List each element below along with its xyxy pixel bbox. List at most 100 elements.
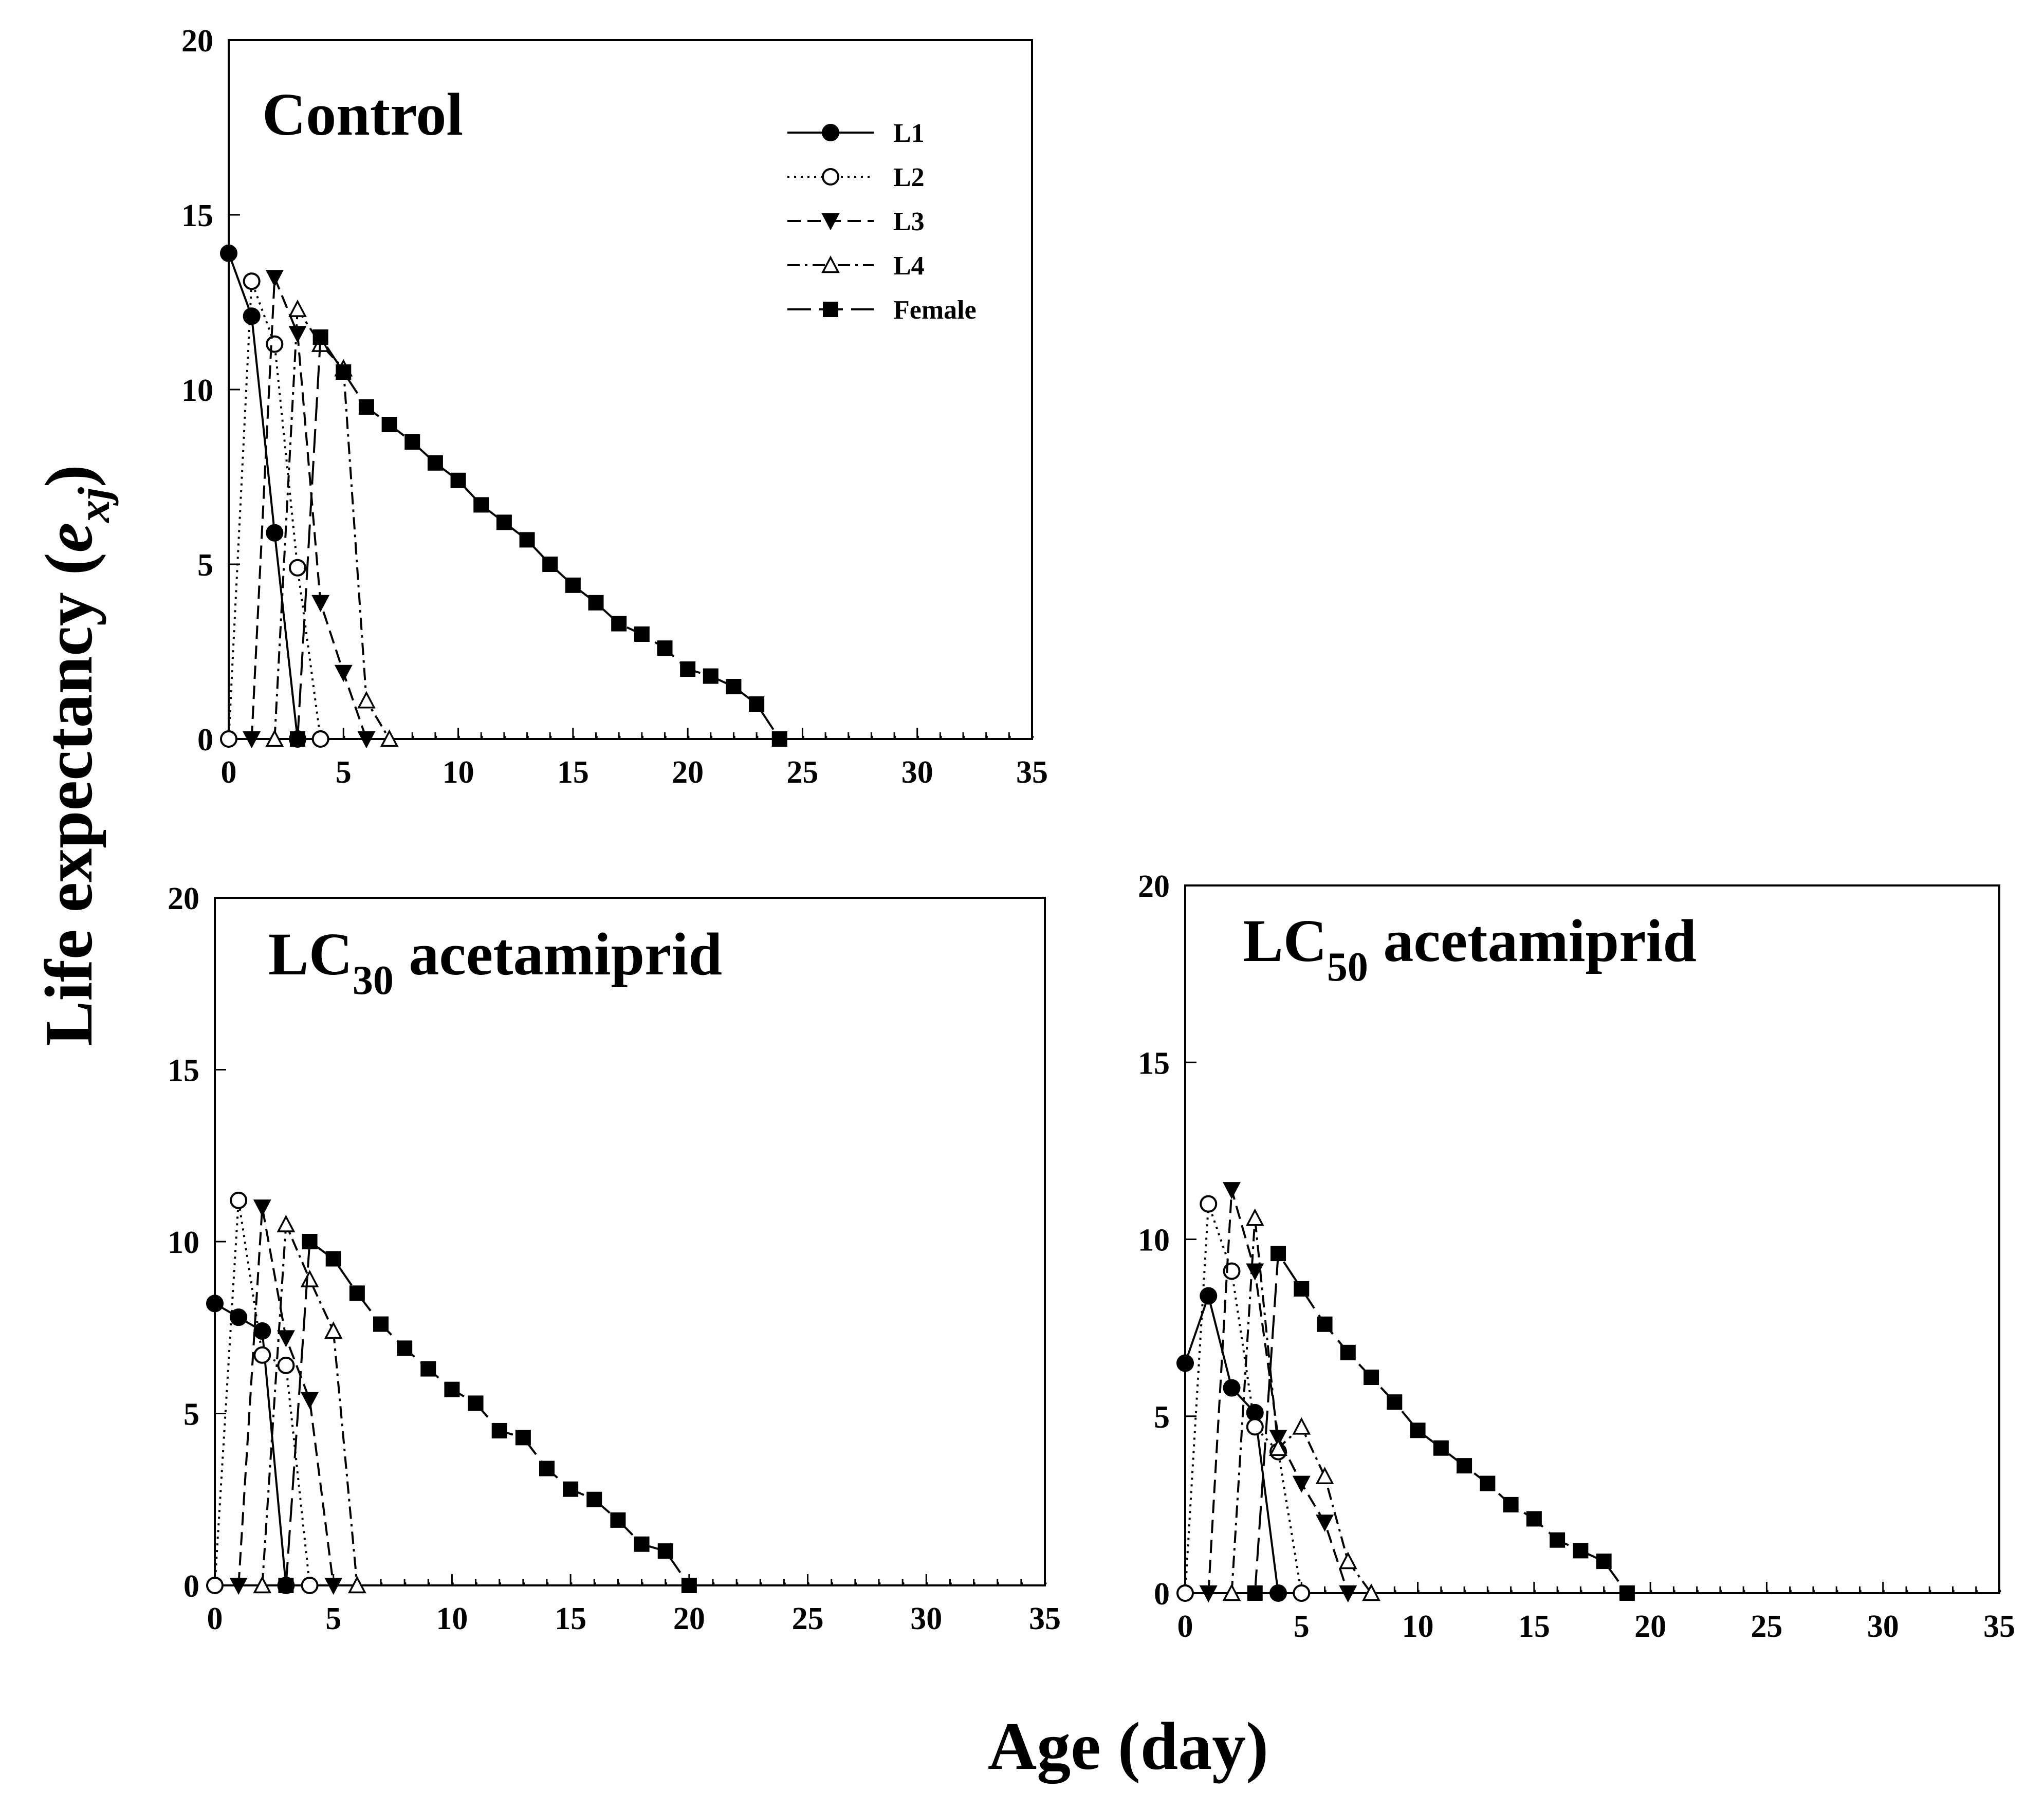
data-point <box>1503 1497 1519 1512</box>
baseline-dot <box>973 1582 976 1585</box>
y-tick-label: 5 <box>183 1397 199 1432</box>
x-tick-label: 15 <box>1518 1609 1550 1644</box>
data-point <box>515 1430 531 1446</box>
baseline-dot <box>1951 1590 1955 1593</box>
y-tick-label: 0 <box>183 1569 199 1604</box>
baseline-dot <box>1882 1590 1885 1593</box>
data-point <box>611 616 627 632</box>
baseline-dot <box>962 735 965 738</box>
series-l3 <box>243 270 376 749</box>
data-point <box>657 1543 673 1559</box>
baseline-dot <box>1719 1590 1722 1593</box>
data-point <box>397 1340 413 1356</box>
baseline-dot <box>801 735 804 738</box>
baseline-dot <box>1696 1590 1699 1593</box>
data-point <box>334 664 353 682</box>
data-point <box>1176 1584 1194 1602</box>
series-l3 <box>1199 1182 1357 1603</box>
baseline-dot <box>475 1582 478 1585</box>
baseline-dot <box>783 1582 786 1585</box>
legend-label: Female <box>893 295 977 325</box>
data-point <box>206 1295 224 1313</box>
baseline-dot <box>499 1582 502 1585</box>
baseline-dot <box>1510 1590 1513 1593</box>
series-female <box>1247 1246 1635 1601</box>
legend-marker <box>822 124 839 141</box>
baseline-dot <box>712 1582 715 1585</box>
data-point <box>266 335 284 353</box>
plot-frame <box>1184 884 2000 1594</box>
series-line <box>214 1302 287 1586</box>
baseline-dot <box>526 735 529 738</box>
baseline-dot <box>759 1582 762 1585</box>
series-line <box>273 306 391 740</box>
baseline-dot <box>1789 1590 1792 1593</box>
data-point <box>381 417 397 432</box>
data-point <box>302 1234 318 1249</box>
series-line <box>1184 1203 1303 1594</box>
data-point <box>288 326 307 343</box>
baseline-dot <box>546 1582 549 1585</box>
x-tick-label: 10 <box>443 755 474 790</box>
data-point <box>1340 1344 1356 1360</box>
y-tick-label: 5 <box>1154 1400 1170 1435</box>
baseline-dot <box>1556 1590 1559 1593</box>
series-line <box>214 1200 311 1586</box>
data-point <box>634 1536 650 1552</box>
baseline-dot <box>710 735 713 738</box>
series-line <box>285 1240 690 1586</box>
data-point <box>1292 1417 1311 1435</box>
baseline-dot <box>403 1582 407 1585</box>
x-tick-label: 0 <box>221 755 237 790</box>
baseline-dot <box>893 735 896 738</box>
baseline-dot <box>1533 1590 1536 1593</box>
legend-entry-l1: L1 <box>787 119 925 148</box>
data-point <box>1362 1583 1380 1601</box>
x-tick-label: 5 <box>1294 1609 1310 1644</box>
data-point <box>491 1423 507 1438</box>
baseline-dot <box>687 735 690 738</box>
data-point <box>349 1285 365 1301</box>
data-point <box>277 1330 295 1347</box>
data-point <box>610 1512 626 1528</box>
baseline-dot <box>732 735 735 738</box>
data-point <box>358 399 374 415</box>
y-tick-label: 0 <box>1154 1577 1170 1612</box>
data-point <box>634 626 650 642</box>
data-point <box>1338 1552 1357 1569</box>
data-point <box>289 731 305 747</box>
baseline-dot <box>569 1582 573 1585</box>
panel-title: Control <box>262 81 463 148</box>
y-tick-label: 10 <box>1138 1223 1170 1258</box>
baseline-dot <box>1928 1590 1931 1593</box>
data-point <box>1317 1316 1333 1332</box>
x-tick-label: 5 <box>336 755 352 790</box>
legend-label: L1 <box>893 119 925 148</box>
data-point <box>278 1578 294 1593</box>
legend-entry-female: Female <box>787 295 977 325</box>
data-point <box>243 272 261 290</box>
y-tick-label: 20 <box>1138 869 1170 904</box>
data-point <box>220 244 237 262</box>
baseline-dot <box>549 735 552 738</box>
data-point <box>266 524 284 542</box>
baseline-dot <box>522 1582 525 1585</box>
data-point <box>230 1191 248 1209</box>
baseline-dot <box>641 1582 644 1585</box>
data-point <box>1223 1182 1241 1199</box>
data-point <box>427 455 443 471</box>
data-point <box>1410 1423 1426 1438</box>
baseline-dot <box>1463 1590 1466 1593</box>
baseline-dot <box>1603 1590 1606 1593</box>
legend-marker <box>822 168 839 186</box>
y-tick-label: 5 <box>197 548 213 583</box>
baseline-dot <box>1858 1590 1862 1593</box>
data-point <box>301 1577 319 1594</box>
x-tick-label: 20 <box>1634 1609 1666 1644</box>
legend-marker <box>821 255 840 273</box>
data-point <box>253 1576 272 1594</box>
legend-entry-l3: L3 <box>787 207 925 236</box>
data-point <box>1245 1208 1264 1226</box>
legend-label: L4 <box>893 251 925 281</box>
baseline-dot <box>617 1582 620 1585</box>
